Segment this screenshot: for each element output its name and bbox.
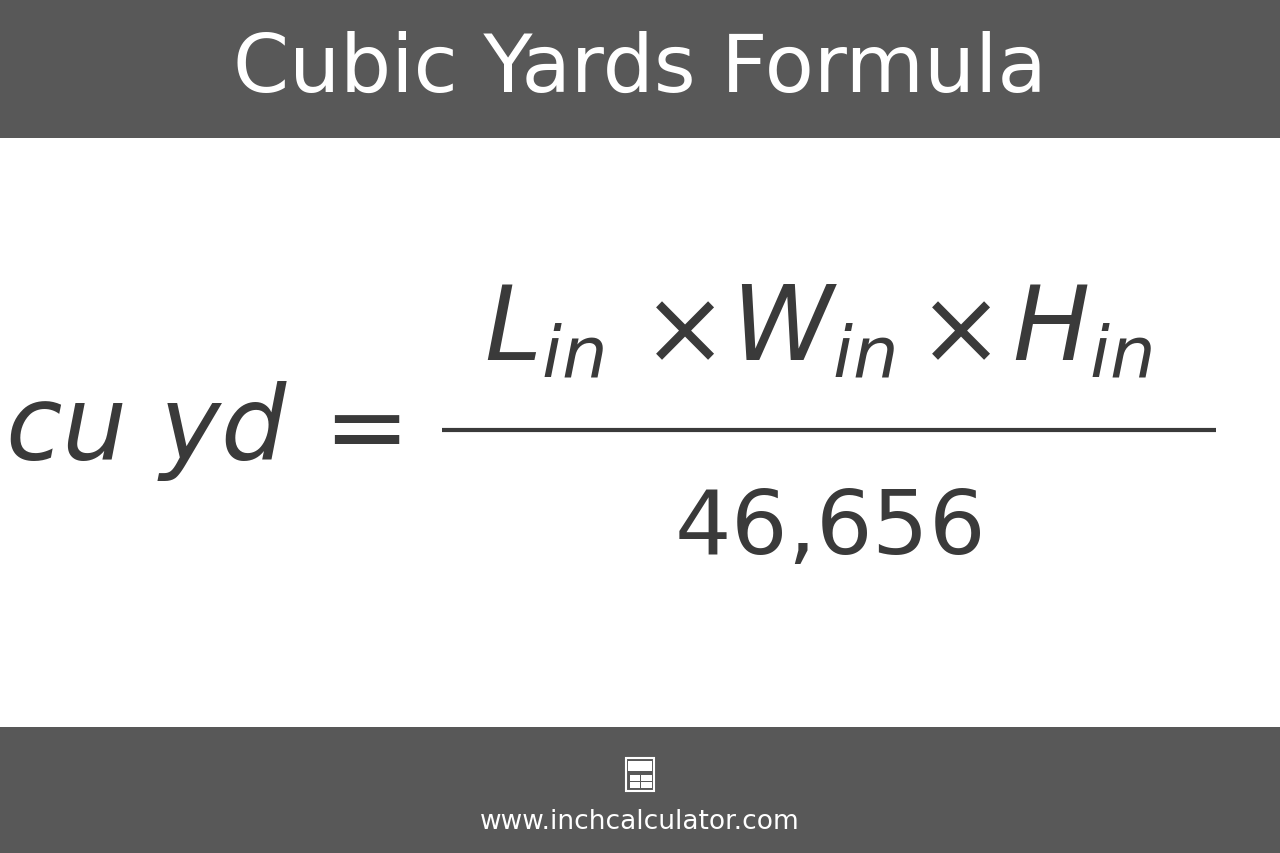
Bar xyxy=(630,782,640,788)
Bar xyxy=(0,0,1280,139)
Text: www.inchcalculator.com: www.inchcalculator.com xyxy=(480,809,800,834)
Bar xyxy=(0,727,1280,853)
Bar xyxy=(641,782,652,788)
Text: Cubic Yards Formula: Cubic Yards Formula xyxy=(233,31,1047,108)
Text: $46{,}656$: $46{,}656$ xyxy=(675,485,982,572)
Text: $\times$: $\times$ xyxy=(916,283,991,382)
Bar xyxy=(628,761,652,771)
Bar xyxy=(641,775,652,781)
Text: $\mathit{W}_{\mathit{in}}$: $\mathit{W}_{\mathit{in}}$ xyxy=(731,283,895,382)
Text: $\mathit{L}_{\mathit{in}}$: $\mathit{L}_{\mathit{in}}$ xyxy=(484,283,604,382)
Text: $\mathit{cu}\ \mathit{yd}$: $\mathit{cu}\ \mathit{yd}$ xyxy=(5,379,289,483)
Bar xyxy=(630,775,640,781)
Text: $\mathit{H}_{\mathit{in}}$: $\mathit{H}_{\mathit{in}}$ xyxy=(1011,283,1152,382)
Bar xyxy=(626,758,654,791)
Text: $=$: $=$ xyxy=(303,381,401,480)
Text: $\times$: $\times$ xyxy=(641,283,716,382)
